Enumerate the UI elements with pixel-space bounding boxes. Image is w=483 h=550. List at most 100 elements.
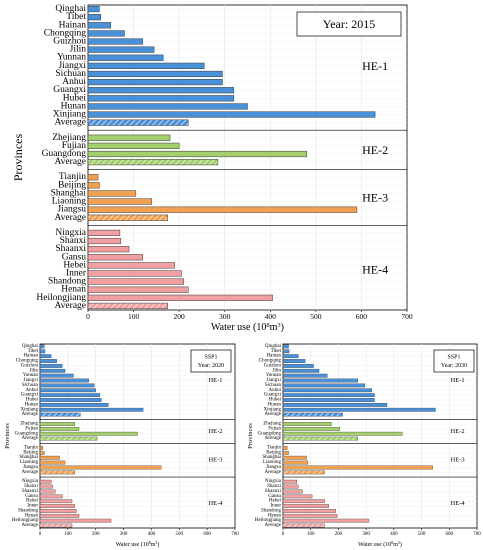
scenario-label: SSP1	[204, 355, 217, 361]
tick-label-province: Yunnan	[23, 373, 39, 378]
bar-jiangsu	[39, 465, 162, 470]
tick-label-province: Jiangsu	[58, 205, 87, 215]
tick-label-province: Guizhou	[264, 363, 282, 368]
x-tick-label: 0	[39, 532, 42, 537]
tick-label-province: Xinjiang	[264, 407, 282, 412]
tick-label-province: Gansu	[268, 494, 281, 499]
bar-tibet	[282, 349, 290, 354]
group-label-he-1: HE-1	[362, 59, 388, 73]
group-label-he-2: HE-2	[362, 143, 388, 157]
bar-jiangsu	[282, 465, 433, 470]
bar-jilin	[282, 368, 320, 373]
group-label-he-1: HE-1	[451, 377, 465, 384]
bar-average	[87, 214, 168, 221]
bar-shandong	[39, 509, 77, 513]
tick-label-province: Guangdong	[15, 431, 39, 436]
group-label-he-4: HE-4	[362, 262, 388, 276]
bar-zhejiang	[87, 134, 171, 141]
x-tick-label: 500	[310, 312, 322, 321]
bar-average	[39, 412, 81, 417]
bar-guizhou	[282, 364, 314, 368]
tick-label-province: Henan	[268, 513, 282, 518]
bar-xinjiang	[39, 407, 144, 412]
bar-hunan	[87, 103, 248, 110]
tick-label-province: Tianjin	[267, 445, 282, 450]
bar-guizhou	[87, 38, 143, 45]
x-tick-label: 0	[282, 532, 285, 537]
tick-label-province: Anhui	[26, 388, 39, 393]
tick-label-province: Shandong	[48, 277, 86, 287]
x-tick-label: 300	[362, 532, 370, 537]
bar-hebei	[282, 499, 325, 504]
bar-average	[282, 412, 343, 417]
tick-label-province: Chongqing	[259, 359, 282, 364]
tick-label-province: Liaoning	[52, 197, 87, 207]
bar-beijing	[39, 450, 45, 455]
tick-label-province: Hunan	[61, 101, 87, 111]
bar-anhui	[87, 78, 223, 86]
bar-liaoning	[87, 198, 153, 205]
bar-henan	[87, 286, 189, 293]
x-tick-label: 500	[418, 532, 426, 537]
bar-chongqing	[87, 30, 125, 37]
x-tick-label: 200	[174, 312, 186, 321]
bar-shanghai	[282, 455, 307, 460]
group-label-he-4: HE-4	[208, 500, 223, 507]
bar-qinghai	[39, 344, 45, 349]
bar-beijing	[282, 450, 289, 455]
tick-label-province: Xinjiang	[53, 110, 86, 120]
x-axis-label: Water use (108m3)	[116, 541, 160, 548]
group-label-he-4: HE-4	[451, 500, 466, 507]
tick-label-province: Hainan	[59, 20, 87, 30]
x-tick-label: 100	[128, 312, 140, 321]
tick-label-province: Hebei	[63, 260, 86, 270]
bar-shanghai	[87, 190, 137, 197]
tick-label-province: Average	[55, 118, 86, 128]
bar-inner	[39, 504, 75, 508]
x-tick-label: 400	[390, 532, 398, 537]
bar-fujian	[87, 142, 180, 149]
bar-hainan	[282, 354, 299, 359]
tick-label-province: Inner	[270, 504, 281, 509]
tick-label-province: Jilin	[272, 368, 281, 373]
title-box	[296, 11, 402, 37]
chart-title: Year: 2030	[441, 363, 467, 369]
bar-hainan	[87, 22, 112, 29]
x-tick-label: 100	[64, 532, 72, 537]
tick-label-province: Sichuan	[265, 383, 282, 388]
y-axis-label: Provinces	[4, 423, 11, 449]
bar-fujian	[39, 426, 80, 431]
bar-qinghai	[282, 344, 289, 349]
tick-label-province: Average	[21, 470, 38, 475]
x-tick-label: 700	[473, 532, 481, 537]
tick-label-province: Jilin	[29, 368, 38, 373]
bar-zhejiang	[282, 422, 332, 426]
y-axis-label: Provinces	[11, 134, 25, 182]
x-tick-label: 400	[148, 532, 156, 537]
bar-sichuan	[282, 383, 365, 388]
tick-label-province: Gansu	[25, 494, 38, 499]
bar-gansu	[282, 494, 313, 499]
bar-jiangsu	[87, 206, 358, 213]
x-tick-label: 200	[335, 532, 343, 537]
x-tick-label: 700	[231, 532, 239, 537]
tick-label-province: Fujian	[25, 426, 38, 431]
bar-shanxi	[87, 237, 122, 245]
bar-shandong	[87, 278, 184, 285]
tick-label-province: Chongqing	[44, 28, 86, 38]
tick-label-province: Fujian	[62, 141, 87, 151]
bar-hubei	[282, 398, 375, 402]
tick-label-province: Xinjiang	[21, 407, 39, 412]
tick-label-province: Anhui	[269, 388, 282, 393]
bar-shanxi	[39, 484, 53, 489]
tick-label-province: Jiangsu	[23, 465, 39, 470]
bar-shaanxi	[39, 489, 56, 494]
bar-shanghai	[39, 455, 60, 460]
bar-guangdong	[282, 431, 403, 436]
x-tick-label: 700	[401, 312, 413, 321]
bar-heilongjiang	[39, 518, 112, 523]
bar-ningxia	[282, 479, 298, 484]
tick-label-province: Hainan	[24, 354, 39, 359]
bar-guangdong	[39, 431, 138, 436]
bar-yunnan	[282, 373, 328, 378]
